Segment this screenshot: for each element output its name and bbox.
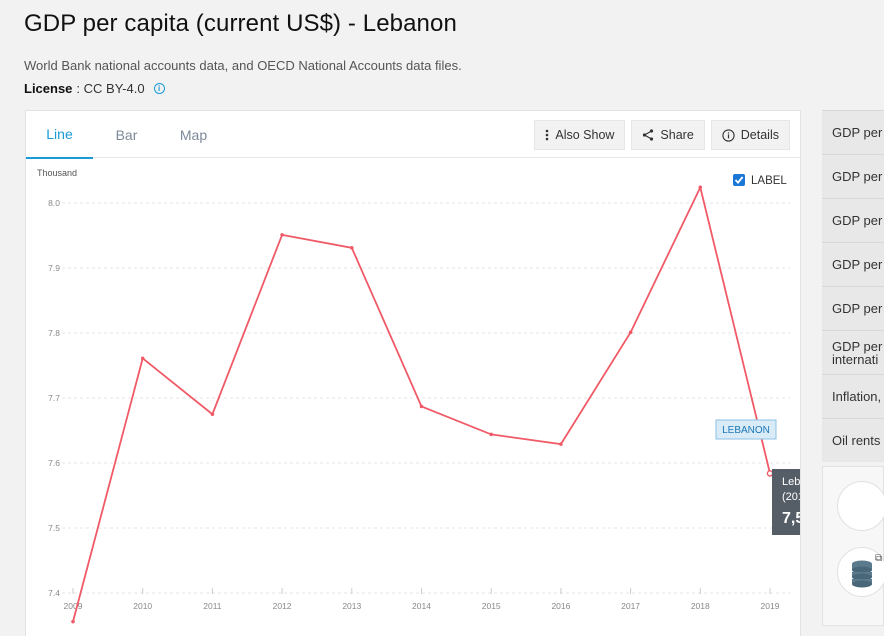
database-icon	[852, 560, 872, 588]
x-tick-label: 2019	[761, 601, 780, 611]
license-row: License : CC BY-4.0 i	[24, 81, 165, 96]
check-icon	[734, 176, 744, 184]
sidebar-item-oil-rents[interactable]: Oil rents	[822, 418, 884, 462]
x-tick-label: 2013	[342, 601, 361, 611]
series-points	[71, 185, 774, 624]
unit-label: Thousand	[37, 168, 77, 178]
x-tick-label: 2014	[412, 601, 431, 611]
tab-bar[interactable]: Bar	[115, 127, 138, 143]
x-tick-label: 2012	[273, 601, 292, 611]
sidebar-item-gdp-per-capita-2[interactable]: GDP per	[822, 154, 884, 198]
y-tick-label: 8.0	[48, 198, 60, 208]
x-tick-label: 2018	[691, 601, 710, 611]
x-tick-label: 2010	[133, 601, 152, 611]
data-point[interactable]	[559, 442, 563, 446]
tooltip: Lebanon (2019) 7,583.695	[772, 469, 800, 535]
sidebar-item-gdp-per-capita-1[interactable]: GDP per	[822, 110, 884, 154]
line-chart: Thousand 7.47.57.67.77.87.98.0 2009 2010 2…	[37, 168, 800, 624]
license-value: : CC BY-4.0	[76, 81, 145, 96]
chart-tabs: Line Bar Map	[26, 111, 227, 159]
x-tick-label: 2009	[64, 601, 83, 611]
series-label: LEBANON	[715, 419, 777, 440]
sidebar-item-gdp-per-capita-3[interactable]: GDP per	[822, 198, 884, 242]
sidebar-item-gdp-per-capita-ppp-intl[interactable]: GDP per internati	[822, 330, 884, 374]
also-show-button[interactable]: Also Show	[534, 120, 626, 150]
page-title: GDP per capita (current US$) - Lebanon	[24, 10, 457, 37]
sidebar-item-inflation[interactable]: Inflation,	[822, 374, 884, 418]
data-point[interactable]	[766, 470, 774, 477]
scroll-button[interactable]	[837, 481, 884, 531]
x-tick-label: 2011	[203, 601, 222, 611]
sidebar-bottom-panel: ⧉	[822, 466, 884, 626]
grid	[62, 202, 790, 594]
data-point[interactable]	[71, 619, 75, 624]
data-point[interactable]	[210, 412, 215, 417]
data-point[interactable]	[349, 246, 354, 250]
series-lines	[72, 184, 771, 622]
details-label: Details	[740, 128, 779, 142]
tooltip-country: Lebanon	[782, 476, 800, 488]
share-button[interactable]: Share	[631, 120, 705, 150]
tab-line[interactable]: Line	[26, 111, 93, 159]
tooltip-year: (2019)	[782, 491, 800, 503]
source-text: World Bank national accounts data, and O…	[24, 58, 462, 73]
tooltip-box	[772, 469, 800, 535]
share-icon	[643, 129, 654, 141]
series-line	[72, 184, 771, 622]
data-point[interactable]	[489, 432, 494, 437]
info-icon[interactable]: i	[153, 83, 165, 94]
y-tick-label: 7.8	[48, 328, 60, 338]
data-point[interactable]	[140, 356, 145, 361]
x-axis: 2009 2010 2011 2012 2013 2014 2015 2016 2017 2018…	[64, 588, 780, 611]
external-link-icon[interactable]: ⧉	[875, 553, 883, 564]
label-toggle[interactable]: LABEL	[733, 174, 787, 187]
label-toggle-text: LABEL	[751, 175, 787, 187]
data-point[interactable]	[698, 185, 703, 190]
tab-map[interactable]: Map	[179, 127, 208, 143]
sidebar-item-gdp-per-capita-4[interactable]: GDP per	[822, 242, 884, 286]
chart-card: Line Bar Map Also Show Share Details Tho…	[25, 110, 801, 636]
chart-toolbar: Also Show Share Details	[534, 120, 790, 150]
x-tick-label: 2017	[621, 601, 640, 611]
related-indicators-sidebar: GDP per GDP per GDP per GDP per GDP per …	[822, 110, 884, 462]
y-tick-label: 7.4	[48, 588, 60, 598]
series-label-text: LEBANON	[722, 425, 770, 436]
x-tick-label: 2016	[551, 601, 570, 611]
databank-button[interactable]	[837, 547, 884, 597]
tabs-divider	[26, 157, 800, 158]
also-show-label: Also Show	[555, 128, 615, 142]
share-label: Share	[660, 128, 694, 142]
y-tick-label: 7.7	[48, 393, 60, 403]
more-vertical-icon	[546, 129, 549, 141]
y-tick-label: 7.5	[48, 523, 60, 533]
y-axis: 7.4 7.5 7.6 7.7 7.8 7.9 8.0	[48, 198, 60, 598]
x-tick-label: 2015	[482, 601, 501, 611]
data-point[interactable]	[628, 330, 633, 335]
info-circle-icon	[722, 128, 735, 142]
y-tick-label: 7.6	[48, 458, 60, 468]
tooltip-value: 7,583.695	[782, 510, 800, 527]
license-label: License	[24, 81, 73, 96]
details-button[interactable]: Details	[710, 120, 790, 150]
sidebar-item-gdp-per-capita-5[interactable]: GDP per	[822, 286, 884, 330]
data-point[interactable]	[419, 404, 424, 409]
data-point[interactable]	[280, 233, 284, 237]
y-tick-label: 7.9	[48, 263, 60, 273]
